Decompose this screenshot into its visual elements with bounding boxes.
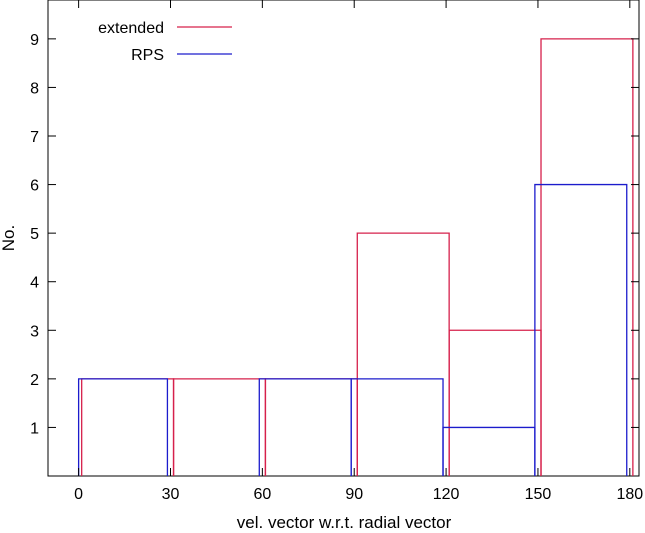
y-tick-label: 9 [30,32,39,49]
x-tick-label: 30 [162,486,180,503]
y-tick-label: 8 [30,80,39,97]
x-tick-label: 90 [345,486,363,503]
histogram-bin [534,183,628,476]
series-layer [77,38,634,476]
histogram-bin [77,378,169,476]
y-tick-label: 6 [30,178,39,195]
histogram-bin [258,378,352,476]
histogram-bin [81,378,175,476]
plot-frame [47,0,640,477]
histogram-bin [442,426,536,476]
x-tick-label: 60 [253,486,271,503]
y-tick-label: 2 [30,372,39,389]
x-tick-label: 180 [616,486,643,503]
legend-label: extended [98,20,164,37]
histogram-bin [356,232,450,476]
x-tick-label: 150 [525,486,552,503]
histogram-bin [264,378,358,476]
y-axis-ticks: 1 2 3 4 5 6 7 8 9 [30,32,639,437]
x-tick-label: 0 [74,486,83,503]
series-rps [77,183,628,476]
legend: extended RPS [98,20,232,64]
series-extended [81,38,634,476]
histogram-bin [350,378,444,476]
x-axis-label: vel. vector w.r.t. radial vector [237,513,452,532]
legend-label: RPS [131,47,164,64]
x-axis-ticks: 0 30 60 90 120 150 180 [74,0,643,503]
y-axis-label: No. [0,225,18,251]
x-tick-label: 120 [433,486,460,503]
y-tick-label: 5 [30,226,39,243]
histogram-bin [172,378,267,476]
y-tick-label: 1 [30,420,39,437]
y-tick-label: 7 [30,129,39,146]
y-tick-label: 3 [30,323,39,340]
y-tick-label: 4 [30,275,39,292]
histogram-bin [540,38,634,476]
histogram-bin [448,329,542,476]
